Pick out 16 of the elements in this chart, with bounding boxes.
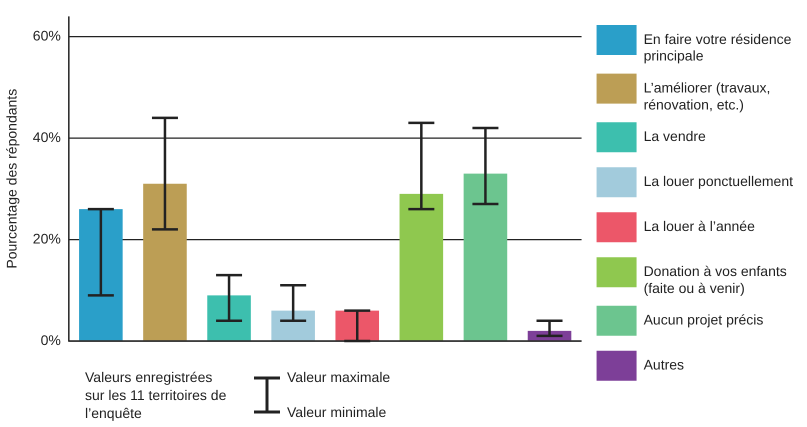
y-tick-label: 60%	[32, 28, 61, 44]
text: Valeur maximale	[287, 368, 392, 386]
y-tick-label: 20%	[32, 230, 61, 246]
legend-label: La vendre	[644, 128, 706, 144]
y-axis-title: Pourcentage des répondants	[3, 88, 20, 269]
legend-label: L’améliorer (travaux, rénovation, etc.)	[644, 79, 770, 112]
legend-label: Donation à vos enfants (faite ou à venir)	[644, 263, 787, 296]
legend-label: En faire votre résidence principale	[644, 30, 792, 64]
legend-label: La louer ponctuellement	[644, 173, 794, 190]
y-tick-label: 0%	[40, 332, 61, 348]
text: Valeurs enregistrées sur les 11 territoires de l’enquête	[85, 368, 228, 422]
text: Valeur minimale	[287, 403, 388, 421]
legend-label: Autres	[644, 356, 684, 373]
y-tick-label: 40%	[32, 128, 61, 145]
legend-label: La louer à l’année	[644, 218, 756, 234]
legend-label: Aucun projet précis	[644, 312, 764, 328]
